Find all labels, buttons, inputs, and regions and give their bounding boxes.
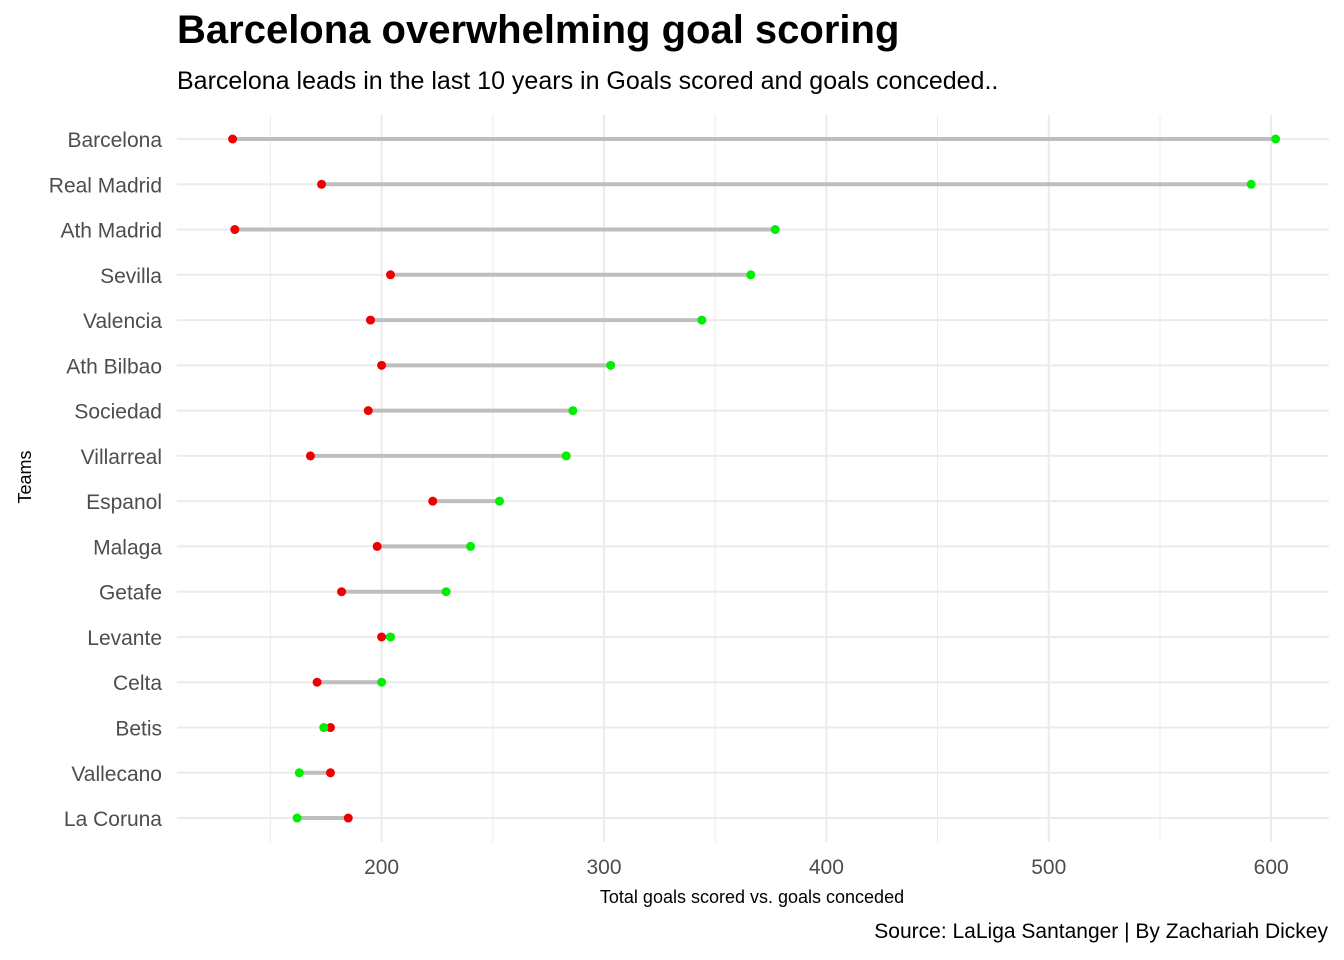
y-tick-label: La Coruna	[64, 808, 162, 831]
y-tick-label: Betis	[115, 718, 162, 741]
scored-point	[292, 813, 302, 823]
conceded-point	[325, 768, 335, 778]
scored-point	[606, 360, 616, 370]
y-tick-label: Vallecano	[71, 763, 162, 786]
conceded-point	[317, 179, 327, 189]
y-tick-label: Levante	[87, 627, 162, 650]
scored-point	[494, 496, 504, 506]
y-tick-label: Ath Bilbao	[66, 355, 162, 378]
scored-point	[568, 406, 578, 416]
x-axis-title: Total goals scored vs. goals conceded	[600, 887, 904, 907]
y-tick-label: Celta	[113, 672, 162, 695]
x-tick-label: 600	[1254, 856, 1289, 879]
scored-point	[319, 723, 329, 733]
scored-point	[294, 768, 304, 778]
conceded-point	[377, 632, 387, 642]
scored-point	[466, 541, 476, 551]
dumbbell-points	[228, 134, 1281, 823]
y-tick-label: Malaga	[93, 536, 162, 559]
conceded-point	[365, 315, 375, 325]
conceded-point	[312, 677, 322, 687]
chart-caption: Source: LaLiga Santanger | By Zachariah …	[874, 920, 1328, 943]
scored-point	[1246, 179, 1256, 189]
scored-point	[746, 270, 756, 280]
y-tick-label: Sociedad	[74, 401, 162, 424]
y-axis-title: Teams	[15, 450, 35, 503]
conceded-point	[230, 225, 240, 235]
grid-lines	[177, 115, 1329, 842]
y-tick-label: Getafe	[99, 582, 162, 605]
conceded-point	[377, 360, 387, 370]
x-tick-label: 300	[586, 856, 621, 879]
scored-point	[1271, 134, 1281, 144]
scored-point	[770, 225, 780, 235]
scored-point	[561, 451, 571, 461]
dumbbell-segments	[232, 137, 1276, 821]
chart-title: Barcelona overwhelming goal scoring	[177, 8, 900, 52]
y-tick-label: Espanol	[86, 491, 162, 514]
conceded-point	[305, 451, 315, 461]
conceded-point	[363, 406, 373, 416]
conceded-point	[337, 587, 347, 597]
y-tick-label: Barcelona	[67, 129, 162, 152]
conceded-point	[385, 270, 395, 280]
x-tick-labels: 200 300 400 500 600	[364, 856, 1289, 879]
scored-point	[697, 315, 707, 325]
y-tick-label: Real Madrid	[49, 174, 162, 197]
scored-point	[385, 632, 395, 642]
x-tick-label: 500	[1031, 856, 1066, 879]
conceded-point	[428, 496, 438, 506]
scored-point	[441, 587, 451, 597]
chart-subtitle: Barcelona leads in the last 10 years in …	[177, 67, 999, 95]
conceded-point	[228, 134, 238, 144]
conceded-point	[343, 813, 353, 823]
y-tick-label: Sevilla	[100, 265, 162, 288]
x-tick-label: 400	[809, 856, 844, 879]
conceded-point	[325, 723, 335, 733]
conceded-point	[372, 541, 382, 551]
y-tick-labels: Barcelona Real Madrid Ath Madrid Sevilla Val…	[49, 129, 163, 831]
scored-point	[377, 677, 387, 687]
x-tick-label: 200	[364, 856, 399, 879]
y-tick-label: Ath Madrid	[60, 220, 162, 243]
y-tick-label: Villarreal	[81, 446, 162, 469]
y-tick-label: Valencia	[83, 310, 162, 333]
